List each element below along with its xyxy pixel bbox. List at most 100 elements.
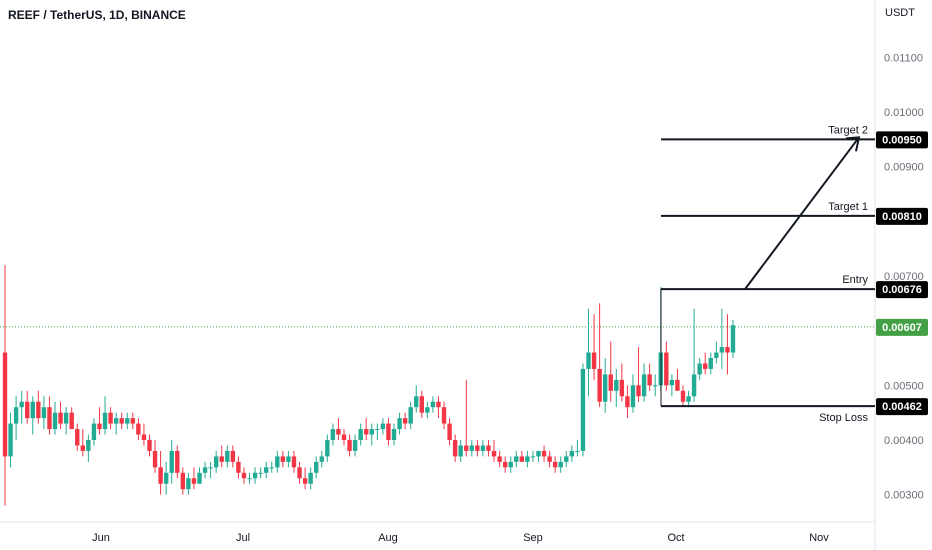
candle-body [414,396,419,408]
candle [525,450,530,468]
candle [364,418,369,440]
candle [436,396,441,419]
candle-body [36,401,41,419]
candle [447,418,452,446]
candle-body [180,472,186,490]
candle-body [158,467,163,484]
candle [86,434,91,462]
level-price-badge-text: 0.00676 [882,284,922,296]
candle-body [536,450,541,457]
candle-body [263,467,269,473]
price-tick-label: 0.00900 [884,162,924,174]
candle [386,418,391,446]
time-tick-label: Jun [92,532,110,544]
candle [358,423,363,446]
level-label: Target 2 [828,124,868,136]
candle [263,461,269,479]
candle [430,396,436,413]
candle [691,308,697,402]
level-price-badge-text: 0.00462 [882,401,922,413]
candle-body [669,379,675,386]
candle-body [2,352,8,457]
candle [52,401,58,435]
candle [680,385,686,408]
time-tick-label: Nov [809,532,829,544]
candle-body [364,429,369,435]
time-tick-label: Sep [523,532,543,544]
candle-body [102,412,108,430]
candle [641,363,647,402]
candle-body [647,374,652,386]
candle-body [541,450,547,457]
candle [597,303,602,408]
candle [280,450,286,468]
candle-body [525,456,530,462]
candle [36,390,41,424]
candle [19,390,24,424]
candle-body [191,478,197,484]
candle [308,467,313,490]
candle [647,363,652,391]
candle [686,390,691,408]
candle [58,401,63,430]
candle-body [597,368,602,402]
candle [514,450,519,468]
price-tick-label: 0.00500 [884,380,924,392]
price-tick-label: 0.00300 [884,490,924,502]
axes [0,0,876,550]
candle-body [575,450,580,452]
level-price-badge [876,281,928,299]
candle-body [519,456,525,462]
candle [219,445,224,468]
price-tick-label: 0.01000 [884,107,924,119]
candle-body [252,472,258,479]
candle [8,412,13,468]
candle [602,358,608,413]
candle-body [641,374,647,397]
price-scale[interactable]: 0.01100 0.01000 0.00900 0.00700 0.00500 0.004… [884,52,924,501]
candle [464,379,469,457]
candle-body [697,363,702,375]
candle-body [319,456,324,462]
candle [314,456,319,479]
candle [325,434,330,462]
candle-body [163,472,169,484]
candle [291,450,297,473]
candle [675,368,680,391]
candle-body [275,456,280,468]
candle [619,363,625,402]
candle-body [441,407,447,424]
candle-body [652,385,658,387]
candle-body [508,461,513,468]
candle [97,407,102,435]
candle-body [169,450,174,473]
price-tick-label: 0.00400 [884,435,924,447]
candle [258,467,263,479]
time-scale[interactable]: Jun Jul Aug Sep Oct Nov [92,532,829,544]
time-tick-label: Aug [378,532,398,544]
candle-body [719,347,725,353]
trade-levels: Target 2 Target 1 Entry Stop Loss [660,124,875,424]
candle-body [197,472,202,484]
candle-body [530,456,536,458]
candle [664,341,669,391]
candle [397,412,402,435]
candle-body [286,456,291,462]
candle [697,358,702,380]
candle [714,341,719,364]
candle-body [408,407,413,424]
candle [636,347,641,402]
candle [102,396,108,435]
candle [486,440,491,457]
candle-body [258,472,263,474]
candle [719,308,725,369]
candle-body [58,412,63,424]
candle-body [8,423,13,457]
candle [419,390,424,419]
candle-body [480,445,486,451]
candle-body [558,461,563,468]
candle-body [491,450,497,457]
candle-body [302,478,308,484]
candle [30,396,35,435]
